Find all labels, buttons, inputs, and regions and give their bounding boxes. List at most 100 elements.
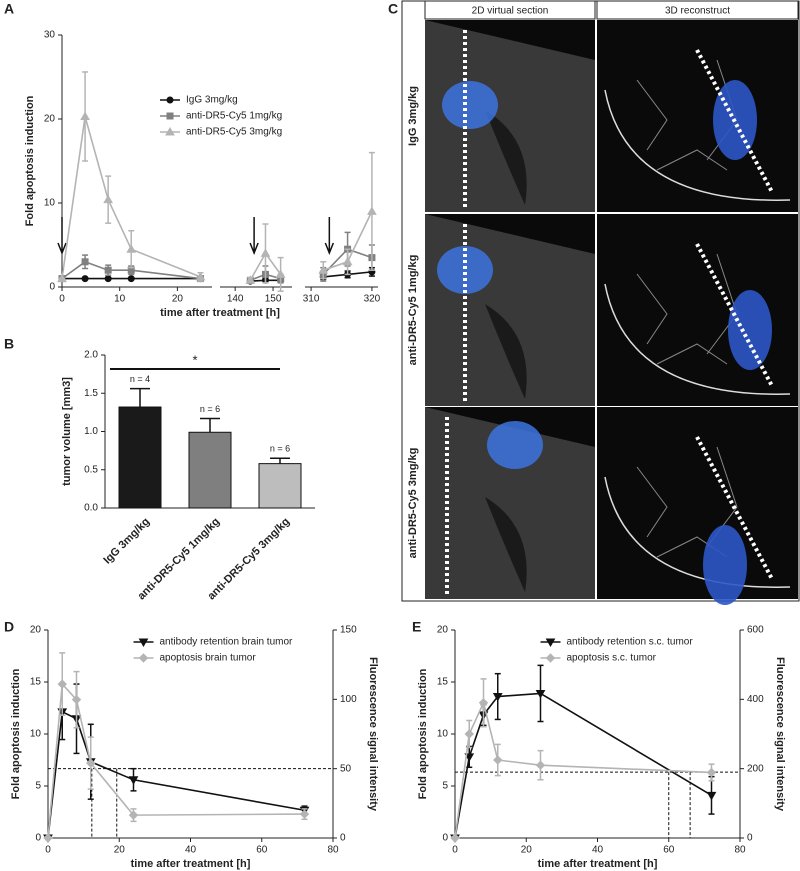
tissue <box>425 20 595 212</box>
x-tick-label: 60 <box>256 845 268 856</box>
legend-label: apoptosis s.c. tumor <box>567 653 657 664</box>
marker <box>464 753 475 762</box>
marker <box>71 694 82 705</box>
column-header-label: 2D virtual section <box>472 6 549 17</box>
bar <box>258 463 302 509</box>
y-tick-label: 5 <box>35 781 41 792</box>
y2-axis-title: Fluorescence signal intensity <box>774 657 786 812</box>
tumor <box>728 290 772 370</box>
x-tick-label: 0 <box>452 845 458 856</box>
marker <box>43 833 53 843</box>
marker <box>138 653 149 663</box>
x-tick-label: 0 <box>45 845 51 856</box>
marker <box>545 653 556 663</box>
y2-tick-label: 600 <box>747 625 764 636</box>
marker <box>342 256 353 266</box>
legend-label: anti-DR5-Cy5 1mg/kg <box>186 111 282 122</box>
x-tick-label: 20 <box>521 845 533 856</box>
panel-label: B <box>4 336 14 352</box>
x-tick-label: 80 <box>327 845 339 856</box>
x-tick-label: 320 <box>364 294 381 305</box>
hemisphere-arc <box>604 89 791 201</box>
x-tick-label: 40 <box>592 845 604 856</box>
panel-label: E <box>412 619 421 635</box>
column-header-label: 3D reconstruct <box>665 6 730 17</box>
marker <box>492 693 503 702</box>
y-tick-label: 20 <box>30 625 42 636</box>
marker <box>165 126 175 136</box>
series-line <box>47 710 305 839</box>
y2-tick-label: 100 <box>340 694 357 705</box>
y-tick-label: 0.5 <box>84 464 98 475</box>
x-axis-title: time after treatment [h] <box>160 307 280 319</box>
marker <box>493 755 503 765</box>
marker <box>126 244 137 253</box>
x-tick-label: IgG 3mg/kg <box>101 516 152 567</box>
x-tick-label: 10 <box>114 294 126 305</box>
marker <box>706 791 717 801</box>
y-tick-label: 20 <box>44 114 56 125</box>
arrow <box>57 217 67 256</box>
marker <box>80 111 90 120</box>
y-tick-label: 5 <box>442 781 448 792</box>
y-tick-label: 0 <box>442 833 448 844</box>
x-tick-label: anti-DR5-Cy5 3mg/kg <box>205 516 292 603</box>
series-line <box>454 700 712 839</box>
y-tick-label: 1.5 <box>84 388 98 399</box>
marker <box>464 729 474 739</box>
marker <box>535 760 546 770</box>
y-tick-label: 15 <box>437 677 449 688</box>
marker <box>166 112 174 120</box>
y2-tick-label: 150 <box>340 625 357 636</box>
bar <box>118 406 162 509</box>
marker <box>478 698 489 708</box>
ventricle <box>485 110 527 205</box>
column-header <box>424 0 596 20</box>
panel-label: C <box>388 1 398 17</box>
marker <box>81 258 89 266</box>
marker <box>57 679 67 689</box>
marker <box>299 809 310 819</box>
x-tick-label: 40 <box>185 845 197 856</box>
y-axis-title: tumor volume [mm3] <box>61 377 73 486</box>
tissue <box>425 407 595 599</box>
marker <box>275 269 286 278</box>
marker <box>245 275 256 284</box>
y-tick-label: 10 <box>44 198 56 209</box>
tumor <box>703 525 747 605</box>
series-line <box>47 682 305 839</box>
y-tick-label: 1.0 <box>84 426 98 437</box>
y-tick-label: 10 <box>30 729 42 740</box>
x-tick-label: 60 <box>663 845 675 856</box>
marker <box>195 271 206 281</box>
hemisphere-arc <box>604 283 791 395</box>
y-tick-label: 0.0 <box>84 503 98 514</box>
arrow <box>324 217 335 256</box>
marker <box>706 767 717 778</box>
marker <box>86 758 96 768</box>
ventricle <box>485 497 527 592</box>
row-label: anti-DR5-Cy5 1mg/kg <box>407 255 419 366</box>
x-tick-label: 150 <box>265 294 282 305</box>
marker <box>128 776 139 785</box>
arrow <box>249 217 259 256</box>
marker <box>318 265 329 274</box>
marker <box>127 275 135 283</box>
y-axis-title: Fold apoptosis induction <box>24 95 36 226</box>
column-header <box>596 0 799 20</box>
row-label: anti-DR5-Cy5 3mg/kg <box>407 448 419 559</box>
hemisphere-arc <box>604 476 791 588</box>
x-tick-label: 20 <box>114 845 126 856</box>
marker <box>128 810 139 820</box>
x-tick-label: 80 <box>734 845 746 856</box>
y-tick-label: 30 <box>44 30 56 41</box>
ventricle <box>485 304 527 399</box>
annotation: n = 6 <box>270 444 290 454</box>
y2-tick-label: 50 <box>340 763 352 774</box>
bar <box>188 431 232 509</box>
marker <box>57 273 67 283</box>
tumor <box>442 81 498 129</box>
x-axis-title: time after treatment [h] <box>131 858 251 870</box>
panel-label: D <box>4 619 14 635</box>
legend-label: antibody retention brain tumor <box>160 637 294 648</box>
